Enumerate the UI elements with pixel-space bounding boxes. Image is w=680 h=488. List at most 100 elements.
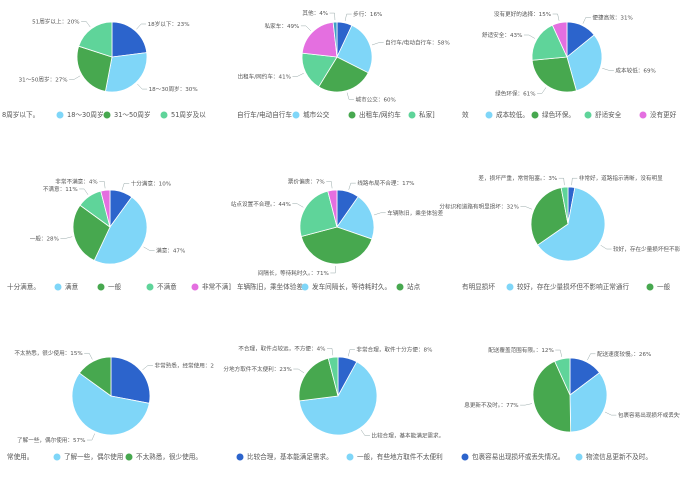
pie-slice[interactable] <box>299 190 338 238</box>
pie-slice[interactable] <box>554 357 571 396</box>
legend-item[interactable]: 51周岁及以 <box>160 110 207 119</box>
pie-slice[interactable] <box>336 196 375 240</box>
pie-slice[interactable] <box>537 187 606 262</box>
legend-marker <box>461 453 469 461</box>
pie-slice[interactable] <box>327 189 338 228</box>
pie-slice[interactable] <box>566 34 603 92</box>
pie-slice[interactable] <box>301 21 338 58</box>
pie-slice[interactable] <box>560 186 569 225</box>
legend-item[interactable]: 绿色环保。 <box>531 110 575 119</box>
slice-leader-line <box>344 13 352 21</box>
legend-item[interactable]: 一般 <box>97 282 122 291</box>
legend-item[interactable]: 效 <box>462 110 469 119</box>
pie-slice[interactable] <box>530 187 569 246</box>
legend-item[interactable]: 自行车/电动自行车 <box>237 110 292 119</box>
slice-leader-line <box>121 183 130 190</box>
legend-item[interactable]: 满意 <box>54 282 79 291</box>
legend-item[interactable]: 出租车/网约车 <box>348 110 402 119</box>
legend-item[interactable]: 有明显损坏 <box>462 282 495 291</box>
legend-item[interactable]: 31～50周岁 <box>103 110 151 119</box>
slice-leader-line <box>346 92 354 100</box>
slice-label: 不太熟悉，很少使用：15% <box>14 349 82 357</box>
slice-leader-line <box>300 25 312 32</box>
legend-item[interactable]: 常使用。 <box>7 452 33 461</box>
slice-label: 不合理，取件点较远，不方便：4% <box>238 344 325 352</box>
pie-slice[interactable] <box>532 360 572 433</box>
slice-leader-line <box>602 67 614 71</box>
legend-item[interactable]: 舒适安全 <box>584 110 622 119</box>
pie-slice[interactable] <box>551 21 568 58</box>
slice-leader-line <box>292 203 304 208</box>
slice-leader-line <box>555 349 563 357</box>
legend-label: 31～50周岁 <box>114 110 151 119</box>
legend-item[interactable]: 物流信息更新不及时。 <box>575 452 652 461</box>
legend-item[interactable]: 私家] <box>408 110 435 119</box>
legend-item[interactable]: 成本较低。 <box>485 110 529 119</box>
pie-slice[interactable] <box>298 361 378 436</box>
legend-item[interactable]: 包裹容易出现损坏或丢失情况。 <box>461 452 565 461</box>
legend-item[interactable]: 18～30周岁 <box>56 110 104 119</box>
pie-slice[interactable] <box>301 52 338 88</box>
pie-slice[interactable] <box>569 372 608 433</box>
slice-leader-line <box>523 34 536 39</box>
slice-leader-line <box>347 349 355 357</box>
legend-item[interactable]: 不太熟悉，很少使用。 <box>125 452 202 461</box>
legend-item[interactable]: 车辆陈旧，乘坐体验差。 <box>237 282 310 291</box>
slice-label: 51周岁以上：20% <box>32 17 80 25</box>
pie-slice[interactable] <box>71 372 150 436</box>
slice-label: 私家车：49% <box>265 22 300 30</box>
pie-slice[interactable] <box>327 356 339 397</box>
pie-slice[interactable] <box>300 226 373 265</box>
pie-slice[interactable] <box>531 24 568 61</box>
legend-item[interactable]: 十分满意。 <box>7 282 40 291</box>
legend-label: 比较合理，基本能满足需求。 <box>247 452 333 461</box>
slice-label: 城市公交：60% <box>355 95 395 103</box>
legend-label: 发车间隔长，等待耗时久。 <box>312 282 391 291</box>
pie-slice[interactable] <box>72 204 111 262</box>
legend-marker <box>646 283 654 291</box>
pie-slice[interactable] <box>78 356 112 397</box>
pie-slice[interactable] <box>110 356 151 404</box>
legend-item[interactable]: 不满意 <box>146 282 178 291</box>
slice-leader-line <box>69 75 81 80</box>
slice-leader-line <box>137 83 148 90</box>
pie-chart-1: 18岁以下：23% 18～30周岁：30% 31～50周岁：27% 51周岁以上：20… <box>19 17 198 93</box>
slice-label: 分地方取件不太便利：23% <box>223 365 291 373</box>
legend-item[interactable]: 没有更好 <box>639 110 677 119</box>
slice-leader-line <box>86 433 95 441</box>
legend-label: 18～30周岁 <box>67 110 104 119</box>
pie-slice[interactable] <box>298 357 339 402</box>
legend-item[interactable]: 了解一些，偶尔使用 <box>53 452 124 461</box>
pie-slice[interactable] <box>111 21 148 58</box>
slice-label: 18岁以下：23% <box>148 20 190 28</box>
pie-slice[interactable] <box>104 52 148 93</box>
legend-marker <box>146 283 154 291</box>
slice-label: 31～50周岁：27% <box>19 75 68 83</box>
pie-slice[interactable] <box>336 24 373 74</box>
pie-slice[interactable] <box>100 189 111 228</box>
pie-slice[interactable] <box>332 21 338 58</box>
legend-label: 常使用。 <box>7 452 33 461</box>
legend-item[interactable]: 一般 <box>646 282 671 291</box>
pie-slice[interactable] <box>78 21 113 58</box>
pie-slice[interactable] <box>531 56 577 93</box>
pie-slice[interactable] <box>76 45 113 92</box>
legend-label: 包裹容易出现损坏或丢失情况。 <box>472 452 564 461</box>
pie-slice[interactable] <box>93 196 148 265</box>
slice-label: 差，损坏严重，常常阻塞。：3% <box>478 174 557 182</box>
slice-leader-line <box>326 181 333 189</box>
legend-item[interactable]: 一般，有些地方取件不太便利 <box>346 452 444 461</box>
legend-item[interactable]: 较好，存在少量损坏但不影响正常通行 <box>506 282 630 291</box>
legend-label: 效 <box>462 110 469 119</box>
legend-item[interactable]: 发车间隔长，等待耗时久。 <box>301 282 392 291</box>
legend-item[interactable]: 城市公交 <box>292 110 330 119</box>
legend-item[interactable]: 非常不满] <box>191 282 231 291</box>
pie-slice[interactable] <box>318 56 369 93</box>
legend-marker <box>54 283 62 291</box>
legend-item[interactable]: 8周岁以下。 <box>2 110 39 119</box>
legend-item[interactable]: 站点 <box>396 282 421 291</box>
legend-item[interactable]: 比较合理，基本能满足需求。 <box>236 452 333 461</box>
legend-label: 私家] <box>419 110 435 119</box>
slice-label: 18～30周岁：30% <box>149 85 198 93</box>
